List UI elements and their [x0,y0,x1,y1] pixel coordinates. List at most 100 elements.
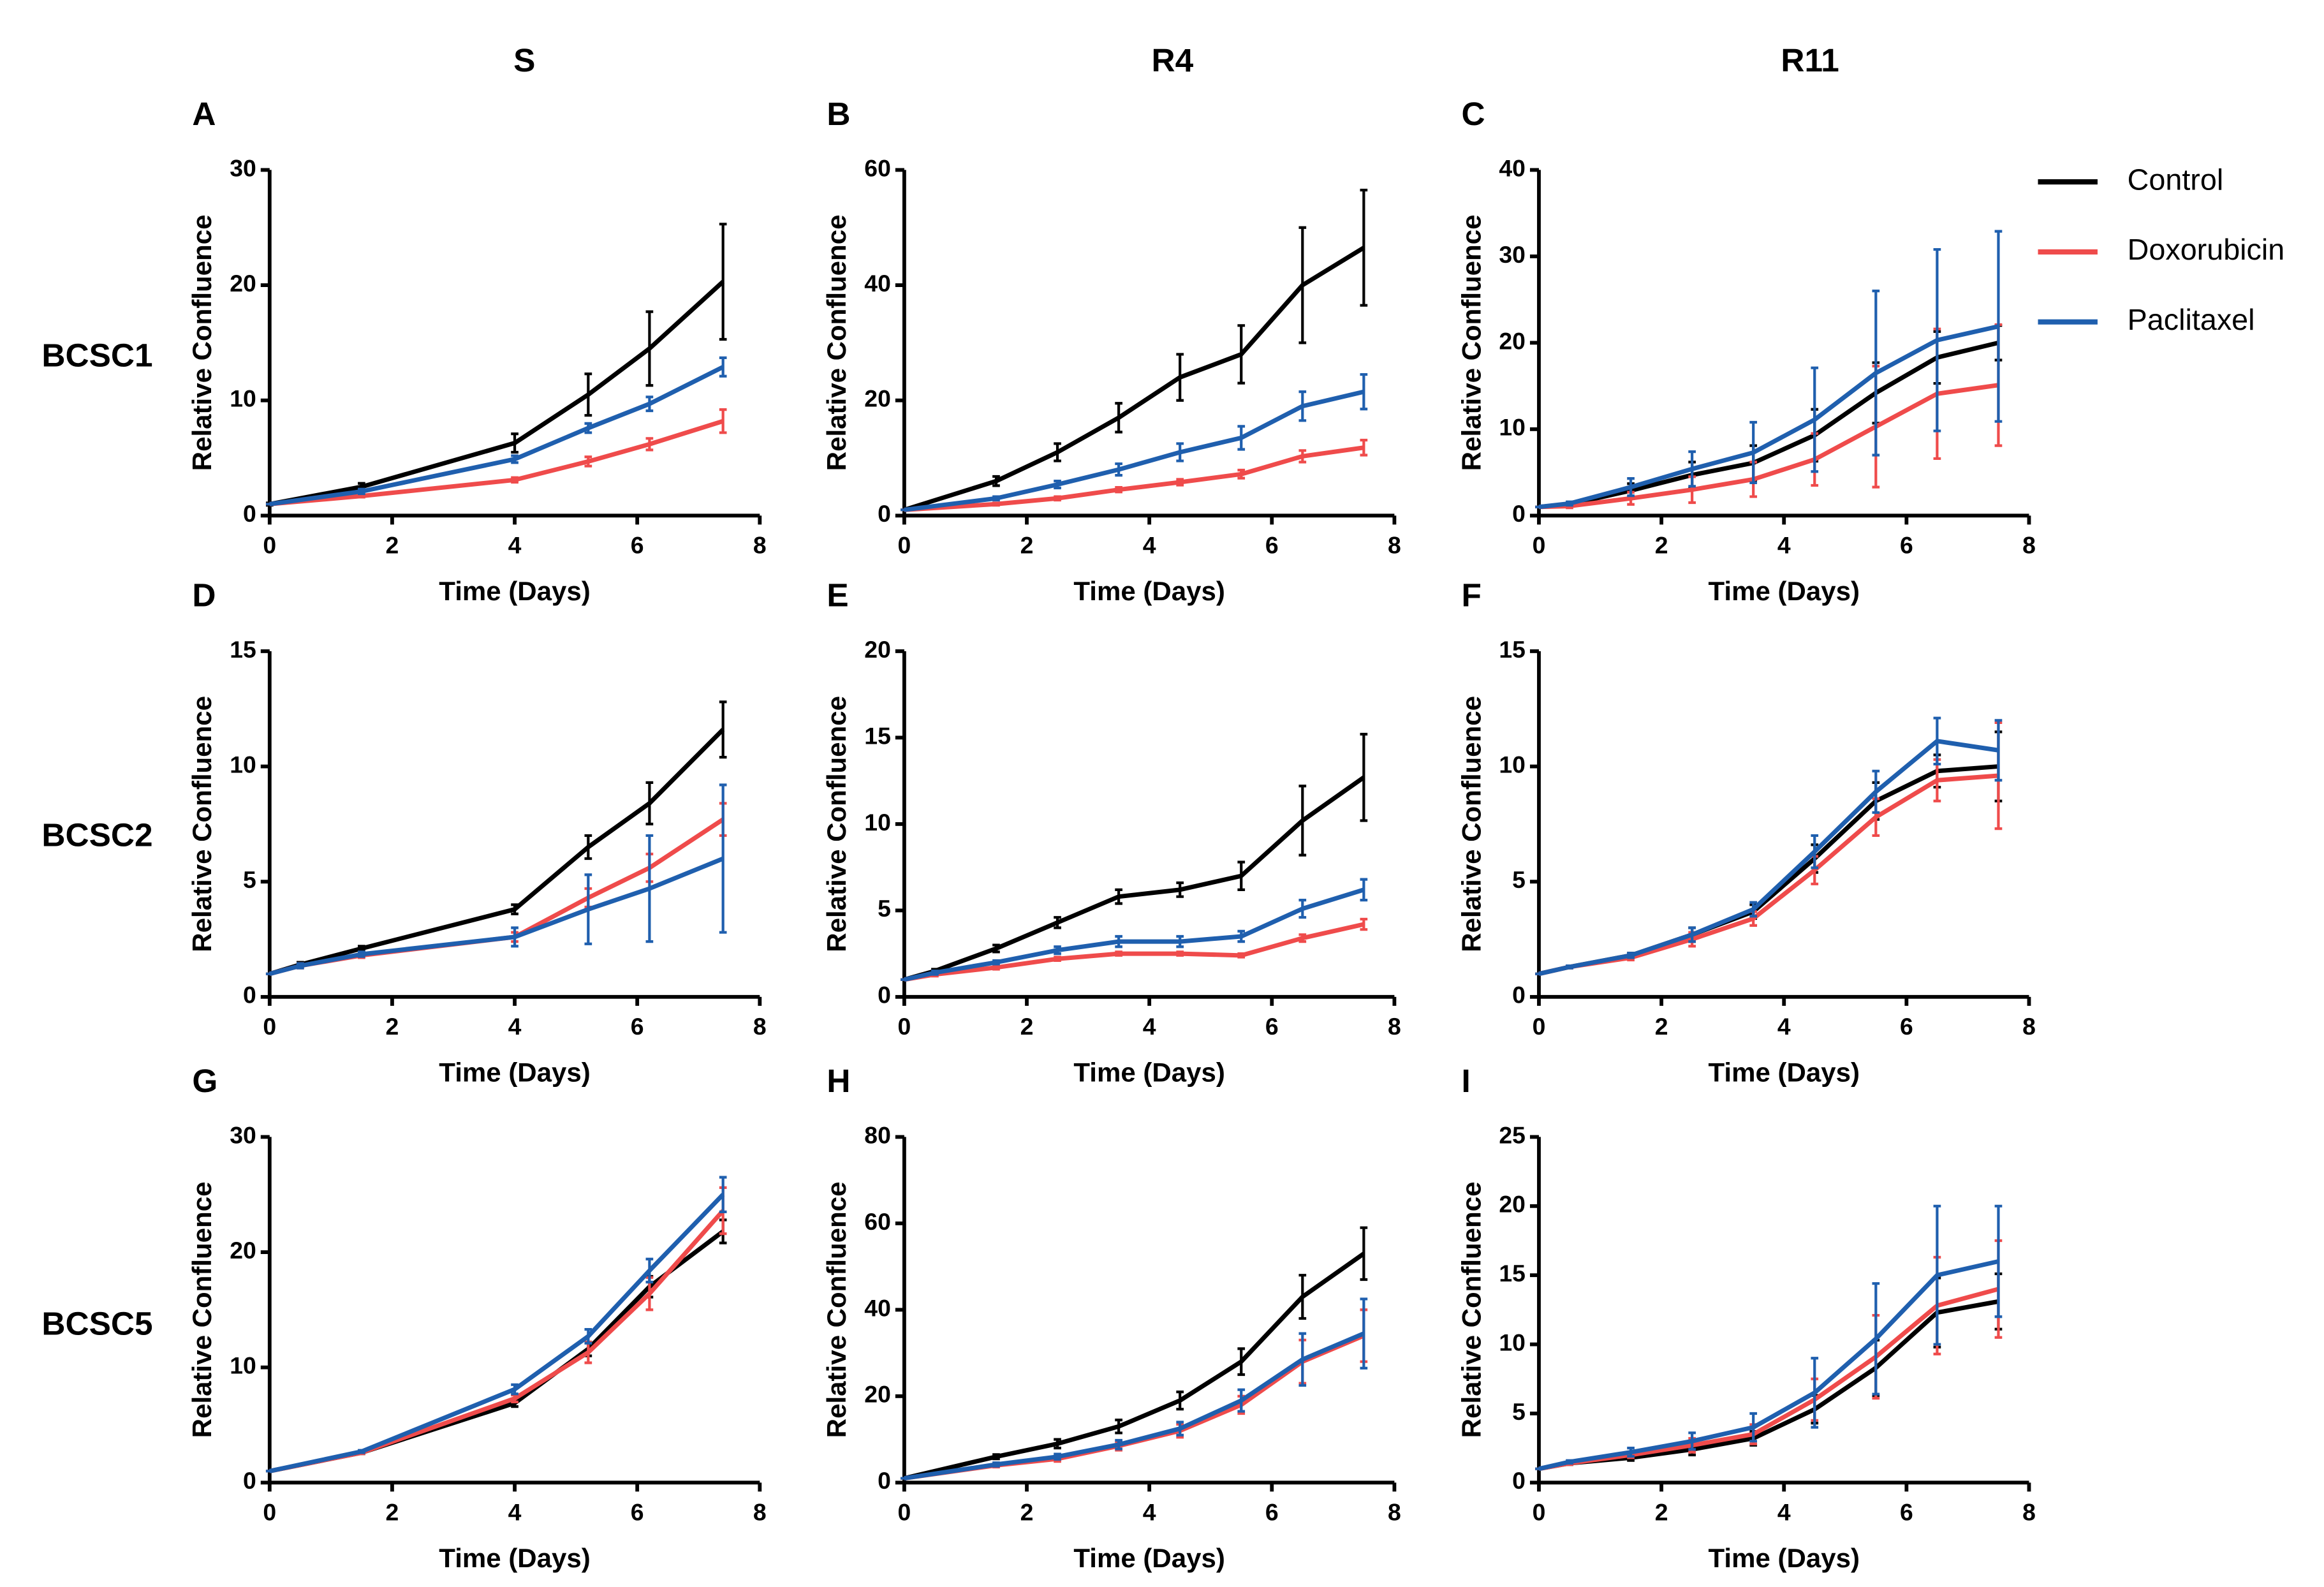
y-tick-label: 80 [864,1121,891,1148]
x-axis-label: Time (Days) [1708,576,1860,606]
x-tick-label: 0 [263,1498,276,1525]
x-tick-label: 6 [631,1013,644,1040]
y-tick-label: 0 [878,1467,891,1494]
y-tick-label: 25 [1499,1121,1526,1148]
y-tick-label: 15 [230,636,256,663]
y-tick-label: 30 [230,1121,256,1148]
series-line [269,1209,725,1473]
x-tick-label: 2 [1020,1498,1034,1525]
x-tick-label: 4 [508,531,522,558]
y-tick-label: 30 [230,154,256,181]
x-tick-label: 2 [386,531,399,558]
y-tick-label: 20 [864,1381,891,1408]
x-tick-label: 0 [263,1013,276,1040]
panel-letter: E [827,576,848,613]
y-tick-label: 0 [1512,982,1526,1008]
x-tick-label: 2 [386,1013,399,1040]
y-axis-label: Relative Confluence [187,696,217,952]
column-title: R11 [1781,41,1839,78]
x-tick-label: 6 [631,531,644,558]
error-bar [1360,878,1368,902]
x-axis-label: Time (Days) [439,576,591,606]
chart-panel: B Relative Confluence Time (Days) 0 20 40 60 0 2… [821,95,1401,606]
y-tick-label: 10 [1499,1329,1526,1355]
y-axis-label: Relative Confluence [821,215,851,471]
y-tick-label: 15 [1499,1260,1526,1287]
series-line [1538,324,1999,510]
x-tick-label: 6 [1265,531,1279,558]
series-line [904,1333,1365,1481]
legend-label: Doxorubicin [2128,233,2285,266]
chart-panel: G Relative Confluence Time (Days) 0 10 20 30 0 2… [187,1062,767,1573]
error-bar [1360,373,1368,411]
series-line [904,1331,1365,1481]
series-line [268,817,724,977]
chart-panel: F Relative Confluence Time (Days) 0 5 10 15 0 2 4… [1456,576,2036,1087]
legend-label: Paclitaxel [2128,303,2255,336]
y-tick-label: 0 [1512,500,1526,527]
y-axis-label: Relative Confluence [1456,1182,1486,1438]
x-tick-label: 0 [897,531,911,558]
panel-letter: A [192,95,216,132]
row-label: BCSC5 [41,1305,152,1342]
error-bar [1360,732,1368,822]
y-tick-label: 10 [230,1352,256,1379]
series-line [904,445,1364,512]
x-tick-label: 2 [1020,1013,1034,1040]
series-line [904,389,1365,512]
x-tick-label: 6 [1900,1013,1913,1040]
chart-panel: D Relative Confluence Time (Days) 0 5 10 15 0 2 4… [187,576,767,1087]
x-tick-label: 8 [1388,531,1401,558]
x-tick-label: 6 [1265,1013,1279,1040]
x-tick-label: 8 [753,531,767,558]
y-tick-label: 10 [230,385,256,412]
y-tick-label: 20 [864,636,891,663]
y-axis-label: Relative Confluence [1456,696,1486,952]
series-line [903,775,1365,982]
x-tick-label: 4 [1143,1013,1156,1040]
y-tick-label: 15 [1499,636,1526,663]
y-tick-label: 20 [1499,1191,1526,1218]
x-tick-label: 8 [753,1498,767,1525]
y-tick-label: 15 [864,722,891,749]
row-label: BCSC2 [41,816,152,853]
x-axis-label: Time (Days) [1073,1543,1225,1573]
series-line [904,1251,1365,1480]
y-tick-label: 40 [1499,154,1526,181]
x-tick-label: 4 [1777,1498,1791,1525]
panel-letter: H [827,1062,850,1099]
series-line [268,856,724,977]
series-line [1538,1259,1999,1472]
x-tick-label: 4 [1143,531,1156,558]
error-bar [1360,917,1368,931]
error-bar [1360,188,1368,307]
series-line [1538,764,1999,977]
y-tick-label: 40 [864,270,891,297]
x-tick-label: 6 [1900,531,1913,558]
y-axis-label: Relative Confluence [821,696,851,952]
error-bar [1360,1226,1368,1281]
column-title: S [513,41,535,78]
y-tick-label: 60 [864,1208,891,1235]
x-tick-label: 8 [1388,1498,1401,1525]
panel-letter: G [192,1062,217,1099]
x-tick-label: 2 [386,1498,399,1525]
x-axis-label: Time (Days) [1073,1057,1225,1087]
x-tick-label: 8 [2022,1498,2036,1525]
y-tick-label: 5 [1512,866,1526,893]
x-tick-label: 0 [263,531,276,558]
x-tick-label: 8 [2022,1013,2036,1040]
y-axis-label: Relative Confluence [1456,215,1486,471]
error-bar [1994,719,2003,782]
chart-panel: A Relative Confluence Time (Days) 0 10 20 30 0 2… [187,95,767,606]
x-tick-label: 0 [897,1498,911,1525]
y-axis-label: Relative Confluence [187,215,217,471]
y-tick-label: 10 [864,809,891,836]
x-tick-label: 4 [1143,1498,1156,1525]
x-tick-label: 4 [1777,531,1791,558]
panel-letter: D [192,576,216,613]
row-label: BCSC1 [41,336,152,373]
series-line [904,887,1365,982]
